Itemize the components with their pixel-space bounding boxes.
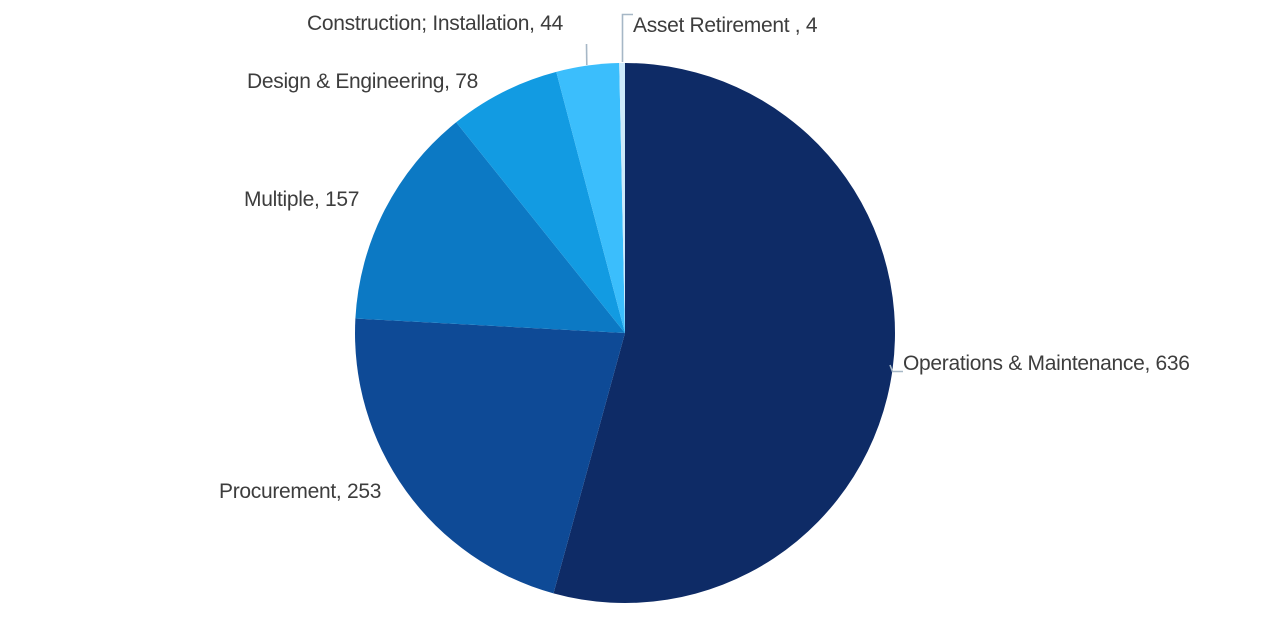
- slice-label-design-engineering: Design & Engineering, 78: [247, 70, 478, 93]
- slice-label-procurement: Procurement, 253: [219, 480, 382, 503]
- pie-slice-construction-installation: [556, 63, 625, 334]
- pie-slice-multiple: [355, 122, 625, 333]
- pie-slice-procurement: [355, 318, 625, 594]
- slice-label-operations-maintenance: Operations & Maintenance, 636: [903, 352, 1190, 375]
- pie-slice-design-engineering: [456, 71, 625, 333]
- slice-label-construction-installation: Construction; Installation, 44: [307, 12, 563, 35]
- slice-label-multiple: Multiple, 157: [244, 188, 360, 211]
- leader-lines: [585, 13, 903, 373]
- leader-line-operations-maintenance: [889, 364, 903, 373]
- leader-line-asset-retirement: [621, 13, 633, 62]
- pie-slice-asset-retirement: [619, 62, 625, 333]
- pie-slice-operations-maintenance: [553, 63, 895, 604]
- slice-label-asset-retirement: Asset Retirement , 4: [633, 14, 818, 37]
